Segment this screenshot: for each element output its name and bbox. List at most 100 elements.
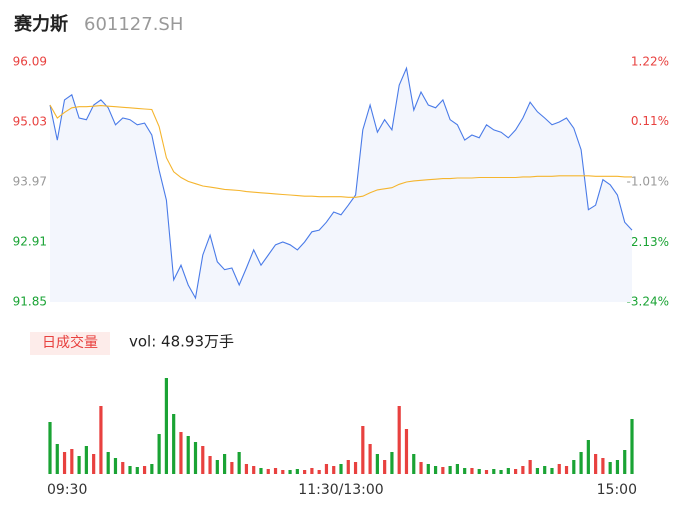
- volume-bar: [230, 462, 234, 474]
- volume-bar: [201, 446, 205, 474]
- volume-bar: [550, 468, 554, 474]
- volume-bar: [237, 452, 241, 474]
- volume-bar: [470, 468, 474, 474]
- volume-bar: [346, 460, 350, 474]
- volume-total: vol: 48.93万手: [129, 333, 234, 351]
- volume-bar: [62, 452, 67, 474]
- volume-bar: [412, 454, 416, 474]
- volume-bar: [339, 464, 343, 474]
- volume-bar: [303, 470, 307, 474]
- y-tick-label: 92.91: [13, 235, 47, 249]
- volume-bar: [608, 462, 612, 474]
- volume-bar: [324, 464, 329, 474]
- price-line: [49, 66, 633, 300]
- volume-bar: [179, 432, 183, 474]
- y-tick-label: 96.09: [13, 55, 47, 69]
- y-tick-label: 91.85: [13, 295, 47, 309]
- volume-bar: [128, 466, 132, 474]
- stock-name: 赛力斯: [13, 13, 68, 35]
- volume-bar: [579, 452, 583, 474]
- volume-bar: [113, 458, 118, 474]
- volume-bar: [273, 468, 278, 474]
- volume-bar: [266, 469, 270, 474]
- volume-bar: [463, 468, 467, 474]
- volume-bar: [77, 456, 81, 474]
- y2-tick-label: -3.24%: [627, 295, 669, 309]
- volume-bar: [375, 454, 379, 474]
- volume-bar: [259, 468, 263, 474]
- volume-bar: [601, 458, 605, 474]
- volume-bar: [455, 464, 459, 474]
- volume-bar: [615, 460, 620, 474]
- volume-bar: [535, 468, 540, 474]
- volume-bar: [70, 449, 74, 474]
- volume-bar: [106, 452, 110, 474]
- volume-bar: [135, 467, 139, 474]
- volume-bar: [484, 470, 489, 474]
- volume-bar: [92, 454, 96, 474]
- volume-bar: [164, 378, 168, 474]
- volume-bar: [543, 466, 547, 474]
- y2-tick-label: -1.01%: [627, 175, 669, 189]
- volume-bar: [564, 466, 569, 474]
- volume-bar: [404, 429, 409, 474]
- volume-bar: [310, 468, 314, 474]
- volume-bar: [215, 460, 219, 474]
- volume-bar: [499, 470, 503, 474]
- volume-bar: [528, 460, 532, 474]
- y-tick-label: 95.03: [13, 115, 47, 129]
- volume-bar: [572, 460, 576, 474]
- volume-bar: [514, 469, 518, 474]
- volume-bar: [288, 470, 292, 474]
- volume-bar: [99, 406, 103, 474]
- volume-bar: [186, 436, 190, 474]
- volume-bar: [150, 464, 154, 474]
- volume-bar: [252, 466, 256, 474]
- y2-tick-label: 1.22%: [631, 55, 669, 69]
- volume-bar: [419, 462, 423, 474]
- volume-bar: [317, 470, 321, 474]
- volume-bar: [390, 452, 394, 474]
- volume-bar: [521, 466, 525, 474]
- average-line: [49, 104, 632, 198]
- stock-code: 601127.SH: [84, 14, 183, 35]
- y-tick-label: 93.97: [13, 175, 47, 189]
- volume-bar: [193, 442, 198, 474]
- volume-bar: [281, 470, 285, 474]
- price-area: [50, 68, 632, 302]
- volume-bar: [397, 406, 401, 474]
- y2-tick-label: -2.13%: [627, 235, 669, 249]
- volume-bar: [441, 467, 445, 474]
- volume-bar: [557, 464, 561, 474]
- volume-bar: [353, 462, 358, 474]
- x-tick-label: 11:30/13:00: [298, 482, 383, 498]
- x-tick-label: 15:00: [597, 482, 637, 498]
- volume-bar: [121, 462, 125, 474]
- volume-bar: [142, 466, 147, 474]
- volume-bar: [295, 469, 299, 474]
- volume-bar: [208, 456, 212, 474]
- y2-tick-label: 0.11%: [631, 114, 669, 128]
- volume-bar: [492, 469, 496, 474]
- volume-bar: [84, 446, 88, 474]
- volume-button[interactable]: [30, 332, 110, 355]
- volume-bar: [426, 464, 430, 474]
- volume-button-label[interactable]: 日成交量: [42, 334, 98, 351]
- volume-bar: [586, 440, 590, 474]
- volume-bar: [623, 450, 627, 474]
- volume-bar: [477, 469, 481, 474]
- volume-bar: [383, 460, 387, 474]
- x-tick-label: 09:30: [47, 482, 87, 498]
- volume-bar: [506, 468, 510, 474]
- volume-bar: [332, 466, 336, 474]
- volume-bar: [368, 444, 372, 474]
- volume-bar: [55, 444, 59, 474]
- volume-bar: [448, 466, 452, 474]
- volume-bar: [48, 422, 52, 474]
- volume-bar: [172, 414, 176, 474]
- volume-bar: [361, 426, 365, 474]
- volume-bar: [630, 419, 634, 474]
- volume-bar: [594, 454, 598, 474]
- volume-bar: [244, 464, 249, 474]
